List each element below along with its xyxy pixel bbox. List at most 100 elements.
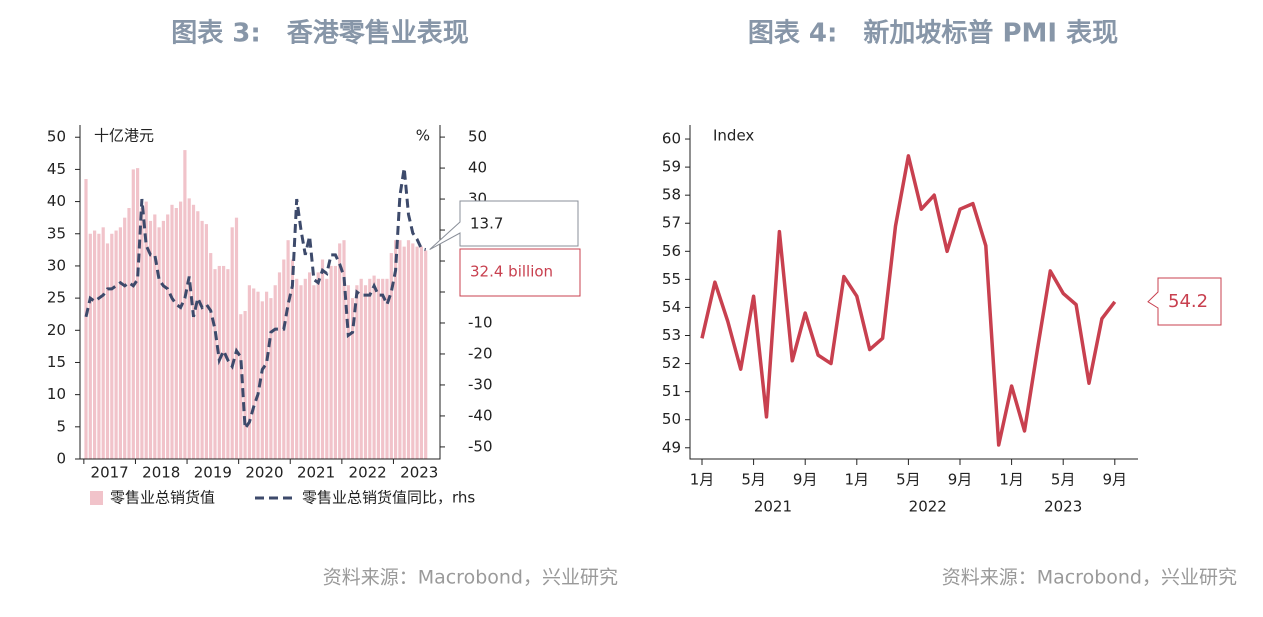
bar <box>346 285 350 459</box>
bar <box>277 272 282 459</box>
bar <box>170 204 174 459</box>
y-tick-label: 5 <box>56 417 66 435</box>
bar <box>101 227 105 459</box>
bar <box>131 169 135 460</box>
bar <box>97 233 101 459</box>
x-tick-label: 2022 <box>349 464 387 482</box>
axis <box>689 125 1138 460</box>
bar <box>174 208 178 459</box>
chart-title: 图表 4: 新加坡标普 PMI 表现 <box>748 18 1118 49</box>
bar <box>247 285 251 459</box>
bar <box>363 285 368 459</box>
bar <box>140 208 144 459</box>
bar <box>389 253 393 459</box>
callout-label: 13.7 <box>470 215 503 233</box>
bar <box>127 208 131 459</box>
y2-tick-label: -30 <box>468 375 493 393</box>
bar <box>424 250 428 459</box>
bar <box>402 246 406 459</box>
y2-tick-label: -40 <box>468 406 493 424</box>
bar <box>161 220 165 459</box>
y-tick-label: 57 <box>662 214 681 232</box>
bar <box>234 217 239 459</box>
y-tick-label: 25 <box>47 289 66 307</box>
y-axis-label: 十亿港元 <box>94 127 154 145</box>
bar <box>144 201 148 459</box>
y-tick-label: 56 <box>662 242 681 260</box>
bar <box>123 217 127 459</box>
x-group-label: 2023 <box>1044 498 1082 516</box>
bar <box>320 259 325 459</box>
bar <box>252 288 256 459</box>
y2-tick-label: -50 <box>468 437 493 455</box>
bar <box>114 230 118 459</box>
x-group-label: 2021 <box>754 498 792 516</box>
y-tick-label: 52 <box>662 354 681 372</box>
y-tick-label: 0 <box>56 450 66 468</box>
y-tick-label: 20 <box>47 321 66 339</box>
bar <box>209 253 213 459</box>
bar <box>243 310 247 459</box>
bar <box>256 291 260 459</box>
bar <box>93 230 97 459</box>
bar <box>265 291 269 459</box>
bar <box>355 285 359 459</box>
bar <box>105 243 110 459</box>
bar <box>338 243 342 459</box>
callout-label: 32.4 billion <box>470 263 553 281</box>
x-tick-label: 9月 <box>1103 471 1128 489</box>
bar <box>226 269 230 459</box>
bar <box>325 278 329 459</box>
x-tick-label: 5月 <box>896 471 921 489</box>
y-tick-label: 30 <box>47 256 66 274</box>
y2-tick-label: -10 <box>468 313 493 331</box>
bar <box>213 269 217 459</box>
bar <box>329 265 333 459</box>
legend-label: 零售业总销货值同比，rhs <box>302 489 475 507</box>
y-tick-label: 10 <box>47 385 66 403</box>
x-tick-label: 5月 <box>1051 471 1076 489</box>
bar <box>312 285 316 459</box>
y-tick-label: 35 <box>47 224 66 242</box>
source: 资料来源：Macrobond，兴业研究 <box>323 567 618 589</box>
bar <box>273 285 277 459</box>
bar <box>295 278 299 459</box>
bar <box>153 214 157 459</box>
bar <box>222 265 226 459</box>
chart-title: 图表 3: 香港零售业表现 <box>171 18 469 49</box>
legend-label: 零售业总销货值 <box>110 489 215 507</box>
y-tick-label: 59 <box>662 158 681 176</box>
bar <box>394 240 398 459</box>
bar <box>398 240 402 459</box>
bar <box>230 227 234 459</box>
x-tick-label: 1月 <box>845 471 870 489</box>
bar <box>196 211 200 459</box>
bar <box>372 275 376 459</box>
bar <box>183 150 187 459</box>
bar <box>316 272 320 459</box>
bar <box>290 259 294 459</box>
bar <box>88 233 92 459</box>
bar <box>419 246 423 459</box>
bar <box>415 246 419 459</box>
y-axis-label: Index <box>713 127 754 145</box>
x-tick-label: 1月 <box>999 471 1024 489</box>
callout <box>1147 277 1222 326</box>
x-tick-label: 9月 <box>793 471 818 489</box>
y-tick-label: 54 <box>662 298 681 316</box>
bar <box>303 278 307 459</box>
y-tick-label: 55 <box>662 270 681 288</box>
y-tick-label: 50 <box>47 128 66 146</box>
line <box>84 167 427 433</box>
bar <box>342 240 346 459</box>
y2-tick-label: 50 <box>468 128 487 146</box>
y-tick-label: 51 <box>662 382 681 400</box>
callout <box>429 200 579 250</box>
bar <box>204 224 208 459</box>
y2-tick-label: 40 <box>468 159 487 177</box>
source: 资料来源：Macrobond，兴业研究 <box>942 567 1237 589</box>
legend-swatch <box>90 491 103 505</box>
bar <box>333 265 337 459</box>
x-tick-label: 2018 <box>142 464 180 482</box>
